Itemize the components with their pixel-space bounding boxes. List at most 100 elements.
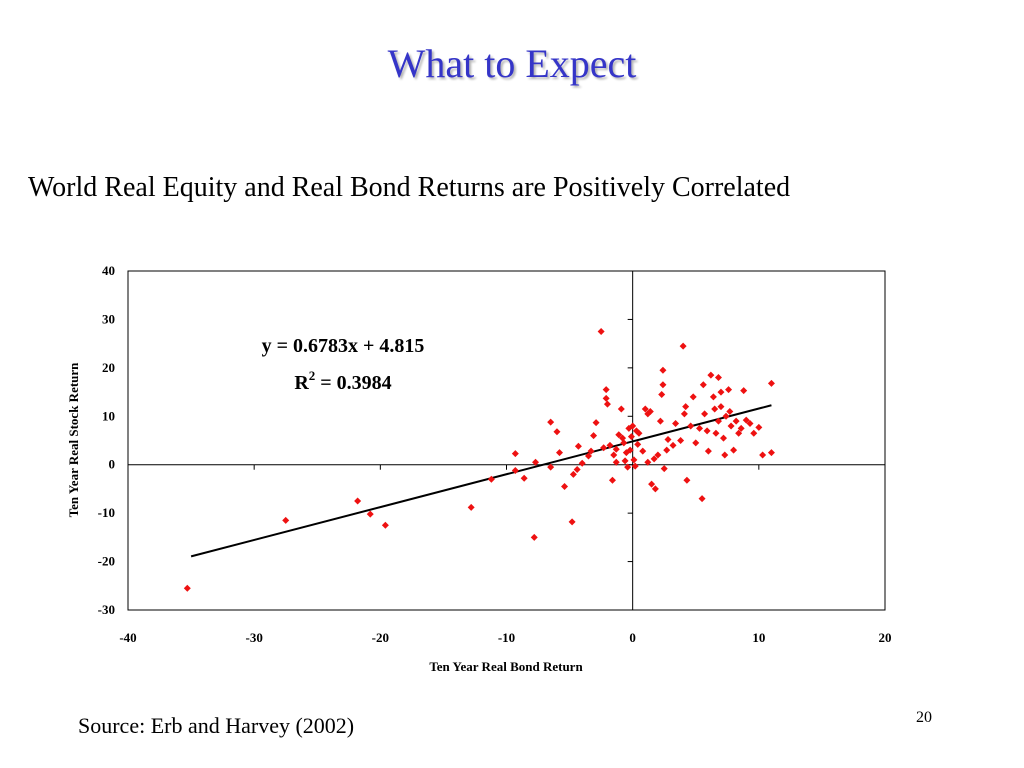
data-point — [617, 405, 625, 413]
x-tick-label: -10 — [498, 630, 515, 645]
data-point — [630, 456, 638, 464]
data-point — [696, 424, 704, 432]
data-point — [692, 439, 700, 447]
data-point — [569, 470, 577, 478]
data-point — [631, 462, 639, 470]
data-point — [568, 518, 576, 526]
data-point — [660, 465, 668, 473]
y-tick-label: -30 — [98, 602, 115, 617]
y-tick-label: 20 — [102, 360, 115, 375]
data-point — [183, 584, 191, 592]
data-point — [511, 450, 519, 458]
y-tick-label: -10 — [98, 505, 115, 520]
data-point — [759, 451, 767, 459]
data-point — [746, 420, 754, 428]
x-tick-label: -40 — [119, 630, 136, 645]
data-point — [722, 412, 730, 420]
x-tick-label: -20 — [372, 630, 389, 645]
data-point — [629, 422, 637, 430]
data-point — [707, 371, 715, 379]
r-squared-exponent: 2 — [309, 368, 316, 383]
data-point — [698, 495, 706, 503]
y-tick-label: -20 — [98, 554, 115, 569]
data-point — [677, 437, 685, 444]
data-point — [701, 410, 709, 418]
y-axis-title: Ten Year Real Stock Return — [66, 362, 81, 518]
data-point — [602, 386, 610, 394]
data-point — [767, 379, 775, 387]
data-point — [530, 533, 538, 541]
y-tick-label: 40 — [102, 263, 115, 278]
data-point — [644, 458, 652, 466]
data-point — [366, 510, 374, 518]
data-point — [487, 475, 495, 483]
data-point — [606, 441, 614, 449]
data-point — [532, 458, 540, 466]
data-point — [714, 374, 722, 382]
chart-trendline-layer — [190, 404, 772, 558]
data-point — [654, 451, 662, 459]
data-point — [732, 417, 740, 425]
data-point — [615, 431, 623, 439]
x-tick-label: -30 — [245, 630, 262, 645]
chart-axes: -40 -30 -20 -10 0 10 20 -30 -20 -10 0 10 20 30 40 — [98, 263, 892, 645]
slide-subtitle: World Real Equity and Real Bond Returns … — [28, 172, 791, 203]
data-point — [573, 466, 581, 474]
trendline-equation: y = 0.6783x + 4.815 — [262, 335, 425, 357]
data-point — [672, 420, 680, 428]
data-point — [641, 405, 649, 413]
data-point — [750, 429, 758, 437]
data-point — [620, 439, 628, 447]
x-tick-label: 20 — [879, 630, 892, 645]
data-point — [699, 381, 707, 389]
data-point — [354, 497, 362, 505]
source-note: Source: Erb and Harvey (2002) — [78, 713, 355, 738]
x-axis-title: Ten Year Real Bond Return — [429, 659, 583, 674]
data-point — [687, 422, 695, 430]
data-point — [730, 446, 738, 454]
data-point — [709, 393, 717, 401]
data-point — [679, 342, 687, 350]
data-point — [635, 429, 643, 437]
data-point — [619, 434, 627, 442]
data-point — [712, 429, 720, 437]
data-point — [520, 474, 528, 482]
data-point — [658, 390, 666, 398]
data-point — [735, 429, 743, 437]
trendline — [190, 404, 772, 558]
data-point — [727, 422, 735, 430]
y-tick-label: 30 — [102, 311, 115, 326]
slide-title: What to Expect — [387, 41, 637, 86]
data-point — [639, 447, 647, 455]
data-point — [717, 388, 725, 396]
data-point — [578, 459, 586, 467]
data-point — [624, 463, 632, 471]
data-point — [511, 467, 519, 475]
data-point — [597, 328, 605, 336]
data-point — [725, 386, 733, 394]
data-point — [663, 446, 671, 454]
data-point — [608, 476, 616, 484]
data-point — [634, 440, 642, 448]
data-point — [627, 433, 635, 441]
data-point — [626, 446, 634, 454]
data-point — [737, 424, 745, 432]
data-point — [767, 449, 775, 457]
data-point — [381, 521, 389, 529]
data-point — [282, 516, 290, 524]
data-point — [682, 403, 690, 411]
data-point — [704, 447, 712, 455]
data-point — [648, 480, 656, 488]
plot-area-frame — [127, 270, 886, 611]
data-point — [553, 428, 561, 436]
data-point — [587, 447, 595, 455]
data-point — [467, 503, 475, 511]
data-point — [659, 366, 667, 374]
data-point — [656, 417, 664, 425]
data-point — [711, 405, 719, 413]
data-point — [547, 463, 555, 471]
data-point — [612, 445, 620, 453]
data-point — [555, 449, 563, 457]
data-point — [721, 451, 729, 459]
